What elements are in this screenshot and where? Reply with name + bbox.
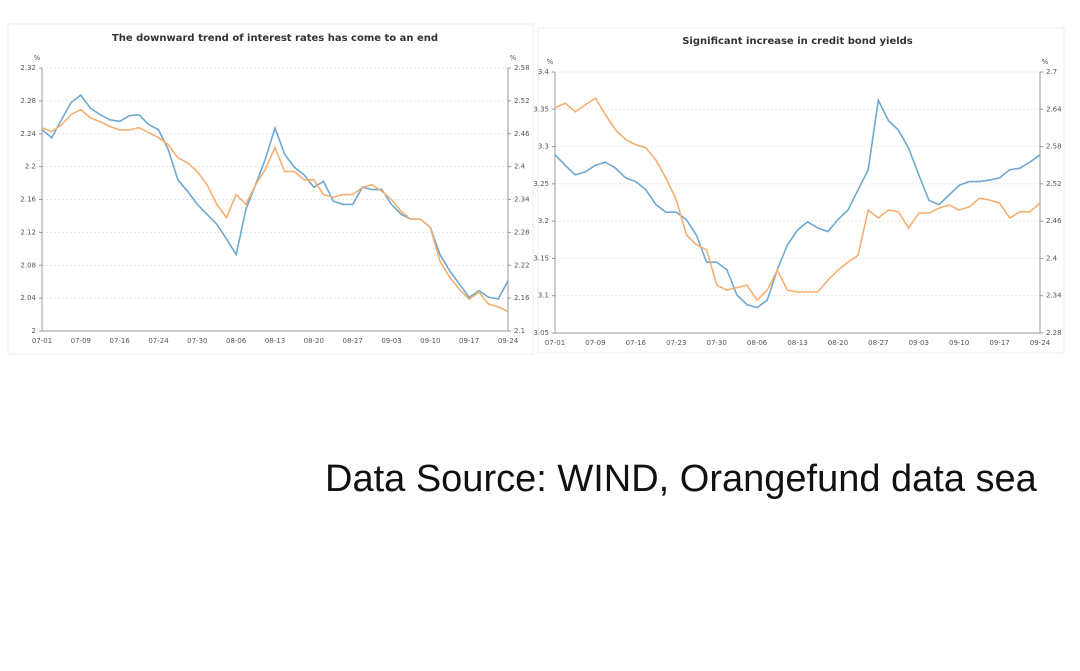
y-tick-label: 2.32 [20,64,36,72]
y-tick-label: 2.16 [20,196,36,204]
x-tick-label: 09-24 [1030,339,1051,347]
x-tick-label: 08-06 [226,337,247,345]
y2-tick-label: 2.34 [1046,292,1062,300]
y2-tick-label: 2.34 [514,196,530,204]
y2-tick-label: 2.64 [1046,105,1062,113]
x-tick-label: 09-03 [381,337,401,345]
source-note: Data Source: WIND, Orangefund data sea [325,458,1038,500]
y-tick-label: 2.2 [25,163,36,171]
y-tick-label: 2.08 [20,261,36,269]
y2-tick-label: 2.4 [514,163,526,171]
y2-tick-label: 2.4 [1046,254,1058,262]
y-tick-label: 2.12 [20,228,36,236]
x-tick-label: 09-17 [989,339,1009,347]
x-tick-label: 07-01 [32,337,52,345]
x-tick-label: 08-27 [342,337,362,345]
y2-unit: % [510,54,517,62]
y-tick-label: 3.15 [533,254,549,262]
x-tick-label: 07-30 [706,339,726,347]
series-line [554,96,1041,302]
y-tick-label: 3.2 [538,217,549,225]
y2-tick-label: 2.1 [514,327,525,335]
x-tick-label: 09-17 [459,337,479,345]
x-tick-label: 07-24 [148,337,169,345]
chart-title: The downward trend of interest rates has… [112,33,438,44]
y-unit: % [547,58,554,66]
y2-tick-label: 2.58 [1046,143,1062,151]
y-tick-label: 3.4 [538,68,550,76]
x-tick-label: 09-24 [498,337,519,345]
series-line [554,97,1041,309]
panel [537,27,1065,354]
x-tick-label: 07-16 [109,337,130,345]
y-unit: % [34,54,41,62]
x-tick-label: 08-13 [787,339,807,347]
panel [7,23,534,355]
y2-tick-label: 2.28 [1046,329,1062,337]
x-tick-label: 07-30 [187,337,207,345]
y2-tick-label: 2.16 [514,294,530,302]
x-tick-label: 08-20 [828,339,848,347]
y-tick-label: 2.04 [20,294,36,302]
y-tick-label: 2 [32,327,36,335]
x-tick-label: 08-06 [747,339,768,347]
y2-tick-label: 2.22 [514,261,530,269]
y-tick-label: 3.05 [533,329,549,337]
chart-title: Significant increase in credit bond yiel… [682,36,913,47]
y-tick-label: 3.3 [538,143,549,151]
series-line [41,108,509,313]
y2-tick-label: 2.7 [1046,68,1057,76]
y-tick-label: 2.28 [20,97,36,105]
y2-tick-label: 2.52 [1046,180,1062,188]
x-tick-label: 07-09 [71,337,91,345]
y-tick-label: 3.35 [533,105,549,113]
x-tick-label: 09-10 [949,339,969,347]
x-tick-label: 08-27 [868,339,888,347]
y2-unit: % [1042,58,1049,66]
x-tick-label: 07-09 [585,339,605,347]
y2-tick-label: 2.46 [514,130,530,138]
y2-tick-label: 2.58 [514,64,530,72]
x-tick-label: 09-03 [909,339,929,347]
x-tick-label: 07-01 [545,339,565,347]
y-tick-label: 3.1 [538,292,549,300]
x-tick-label: 08-13 [265,337,285,345]
y2-tick-label: 2.46 [1046,217,1062,225]
x-tick-label: 07-16 [626,339,647,347]
y-tick-label: 3.25 [533,180,549,188]
y2-tick-label: 2.28 [514,228,530,236]
y-tick-label: 2.24 [20,130,36,138]
x-tick-label: 07-23 [666,339,686,347]
y2-tick-label: 2.52 [514,97,530,105]
x-tick-label: 08-20 [304,337,324,345]
x-tick-label: 09-10 [420,337,440,345]
